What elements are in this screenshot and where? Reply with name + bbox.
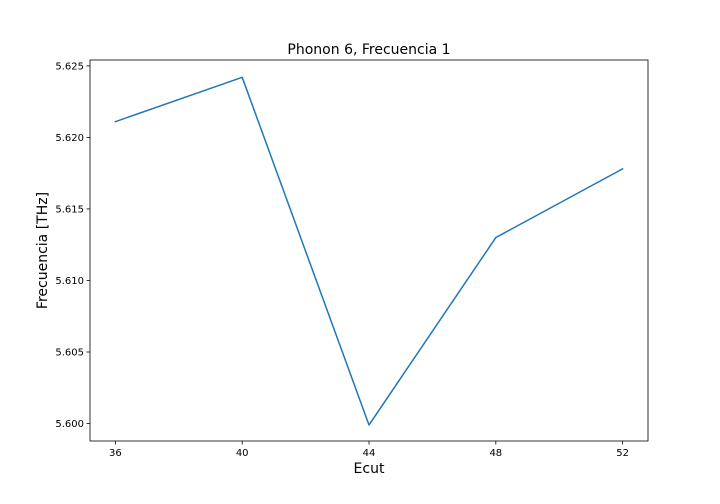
x-axis-label: Ecut <box>354 461 385 477</box>
x-tick-label: 40 <box>236 448 249 459</box>
series-line <box>114 76 624 426</box>
y-tick-label: 5.620 <box>55 133 84 144</box>
y-axis-ticks: 5.600 5.605 5.610 5.615 5.620 5.625 <box>55 61 90 430</box>
y-axis-label: Frecuencia [THz] <box>35 192 51 309</box>
x-tick-label: 44 <box>363 448 376 459</box>
x-axis-ticks: 36 40 44 48 52 <box>109 441 629 459</box>
y-tick-label: 5.600 <box>55 419 84 430</box>
y-tick-label: 5.615 <box>55 204 84 215</box>
x-tick-label: 52 <box>616 448 629 459</box>
plot-area <box>89 59 649 442</box>
x-tick-label: 48 <box>489 448 502 459</box>
y-tick-label: 5.625 <box>55 61 84 72</box>
y-tick-label: 5.605 <box>55 348 84 359</box>
x-tick-label: 36 <box>109 448 122 459</box>
chart-title: Phonon 6, Frecuencia 1 <box>287 42 450 58</box>
y-tick-label: 5.610 <box>55 276 84 287</box>
series-layer <box>114 76 624 426</box>
